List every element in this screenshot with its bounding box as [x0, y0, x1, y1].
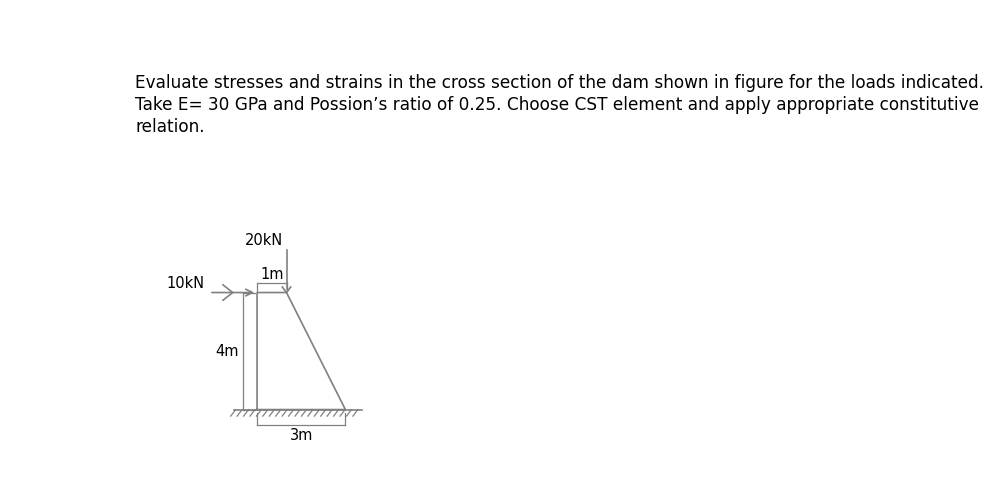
Text: 3m: 3m [289, 428, 313, 443]
Text: Take E= 30 GPa and Possion’s ratio of 0.25. Choose CST element and apply appropr: Take E= 30 GPa and Possion’s ratio of 0.… [136, 96, 979, 114]
Text: 20kN: 20kN [246, 233, 283, 248]
Text: 10kN: 10kN [166, 276, 204, 291]
Text: relation.: relation. [136, 118, 205, 136]
Text: Evaluate stresses and strains in the cross section of the dam shown in figure fo: Evaluate stresses and strains in the cro… [136, 74, 984, 92]
Text: 1m: 1m [260, 267, 283, 282]
Text: 4m: 4m [216, 344, 240, 358]
